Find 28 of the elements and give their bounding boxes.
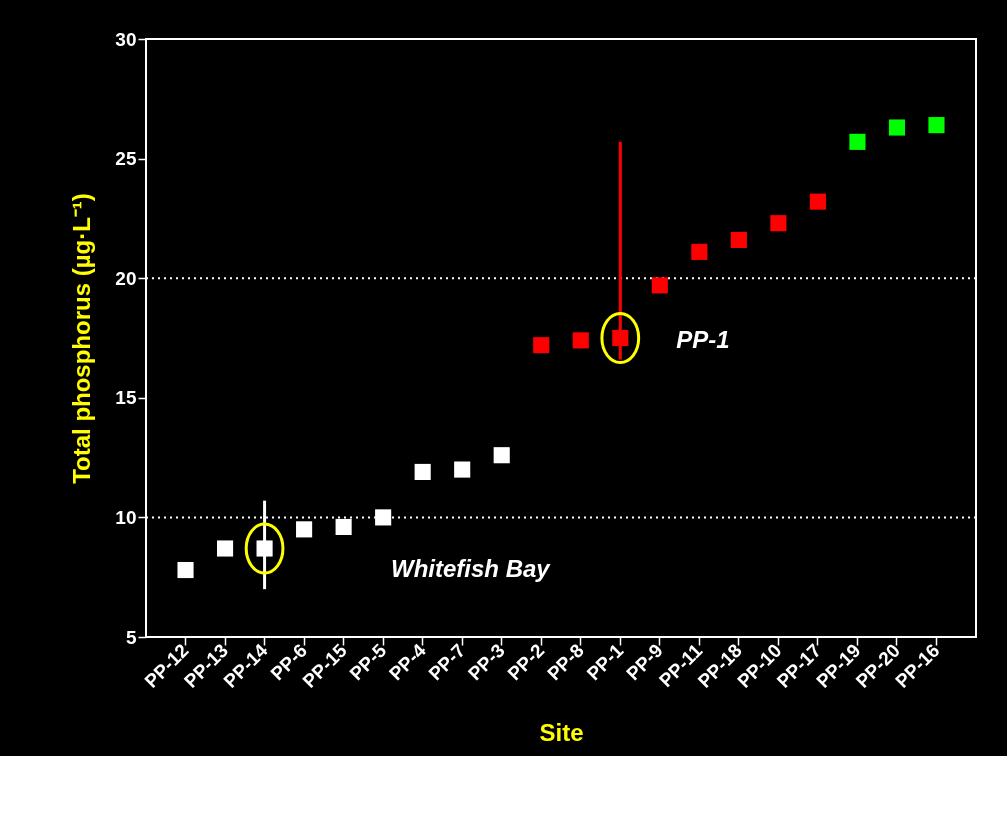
point [888, 119, 906, 136]
point [730, 231, 747, 248]
point [216, 540, 234, 557]
y-tick-label: 5 [125, 626, 137, 648]
annotation: PP-1 [676, 326, 730, 353]
point [572, 332, 589, 349]
annotation: Whitefish Bay [391, 555, 552, 582]
y-tick-label: 15 [115, 387, 137, 409]
point [691, 243, 708, 260]
point [414, 463, 431, 481]
point [651, 277, 668, 294]
point [533, 337, 550, 354]
point [375, 509, 392, 526]
point [809, 193, 826, 210]
point [454, 461, 471, 478]
y-axis-title: Total phosphorus (µg·L⁻¹) [68, 193, 96, 484]
y-tick-label: 25 [115, 148, 137, 170]
x-axis-title: Site [539, 718, 584, 746]
point [849, 133, 866, 150]
point [335, 518, 352, 536]
point [928, 117, 945, 134]
y-tick-label: 20 [115, 267, 137, 289]
point [296, 521, 313, 538]
y-tick-label: 10 [115, 506, 137, 528]
point [177, 561, 194, 579]
point [493, 447, 510, 464]
y-tick-label: 30 [115, 28, 137, 50]
point [770, 215, 787, 232]
